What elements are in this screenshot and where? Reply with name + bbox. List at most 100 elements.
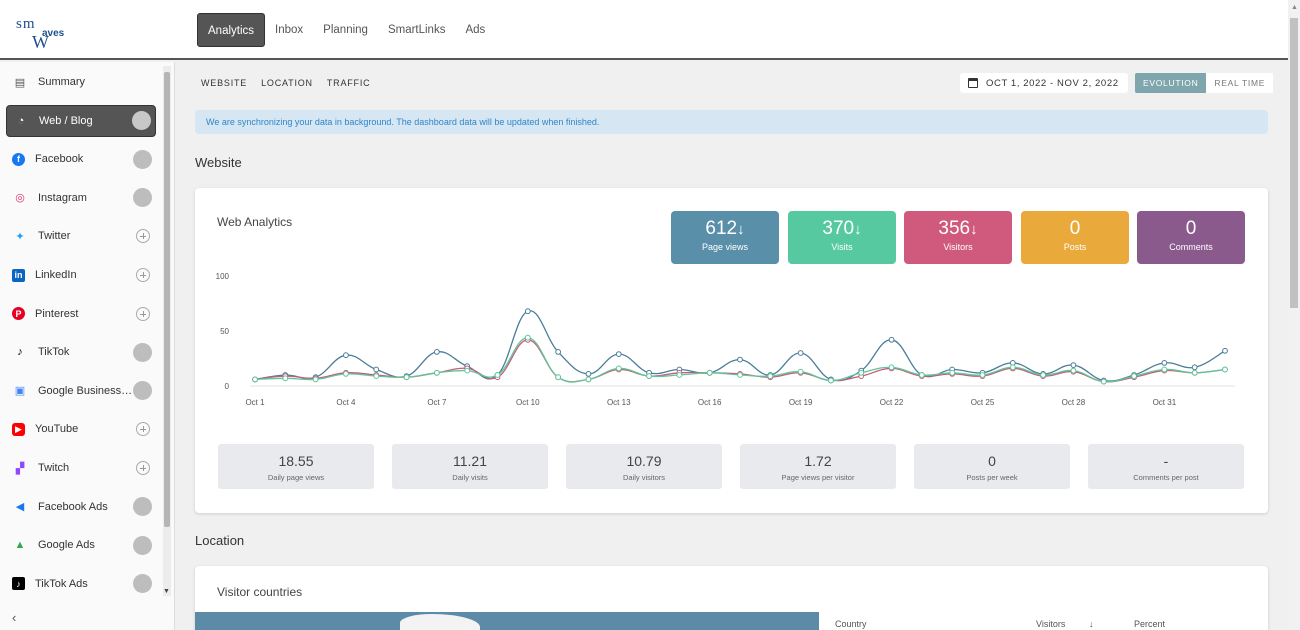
sidebar-item-facebook-ads[interactable]: ◀ Facebook Ads xyxy=(6,491,156,523)
data-point-visits[interactable] xyxy=(1222,366,1228,373)
data-point-page-views[interactable] xyxy=(343,352,349,359)
data-point-page-views[interactable] xyxy=(737,356,743,363)
data-point-visits[interactable] xyxy=(1131,373,1137,379)
sidebar-item-google-ads[interactable]: ▲ Google Ads xyxy=(6,529,156,561)
sidebar-item-youtube[interactable]: ▶ YouTube xyxy=(6,413,156,445)
subnav-website[interactable]: WEBSITE xyxy=(201,78,248,88)
data-point-visits[interactable] xyxy=(1100,378,1107,385)
status-circle-icon[interactable] xyxy=(133,497,152,517)
percent-column-header[interactable]: Percent xyxy=(1134,619,1166,629)
sort-arrow-icon[interactable]: ↓ xyxy=(1089,619,1094,629)
sidebar-scrollbar-thumb[interactable] xyxy=(164,72,170,527)
tab-analytics[interactable]: Analytics xyxy=(197,13,266,47)
data-point-visits[interactable] xyxy=(494,372,501,378)
data-point-page-views[interactable] xyxy=(797,350,804,356)
data-point-page-views[interactable] xyxy=(1161,360,1168,366)
data-point-visits[interactable] xyxy=(464,367,471,374)
data-point-visits[interactable] xyxy=(373,373,380,379)
sidebar-item-pinterest[interactable]: P Pinterest xyxy=(6,298,156,330)
sidebar-item-twitch[interactable]: ▞ Twitch xyxy=(6,452,156,484)
add-account-icon[interactable] xyxy=(136,229,150,244)
sidebar-item-twitter[interactable]: ✦ Twitter xyxy=(6,220,156,252)
data-point-visits[interactable] xyxy=(252,376,258,383)
mode-evolution-button[interactable]: EVOLUTION xyxy=(1135,73,1207,93)
data-point-visits[interactable] xyxy=(312,376,319,383)
page-scrollbar[interactable]: ▲ xyxy=(1288,0,1300,630)
status-circle-icon[interactable] xyxy=(132,111,151,131)
status-circle-icon[interactable] xyxy=(133,535,152,555)
data-point-visits[interactable] xyxy=(979,372,986,378)
sidebar-item-google-business[interactable]: ▣ Google Business… xyxy=(6,375,156,407)
collapse-sidebar-icon[interactable]: ‹ xyxy=(12,610,17,625)
status-circle-icon[interactable] xyxy=(133,188,152,208)
data-point-visits[interactable] xyxy=(828,377,834,384)
sidebar-item-tiktok[interactable]: ♪ TikTok xyxy=(6,336,156,368)
status-circle-icon[interactable] xyxy=(133,574,152,594)
status-circle-icon[interactable] xyxy=(133,342,152,362)
data-point-page-views[interactable] xyxy=(888,336,895,343)
data-point-visits[interactable] xyxy=(1070,367,1077,374)
data-point-visits[interactable] xyxy=(585,376,592,383)
tab-smartlinks[interactable]: SmartLinks xyxy=(387,24,446,36)
scroll-down-arrow-icon[interactable]: ▼ xyxy=(163,588,170,595)
data-point-visits[interactable] xyxy=(888,364,895,371)
data-point-visits[interactable] xyxy=(1161,366,1168,373)
data-point-visits[interactable] xyxy=(433,369,440,376)
scroll-up-arrow-icon[interactable]: ▲ xyxy=(1291,4,1298,11)
tab-planning[interactable]: Planning xyxy=(323,24,368,36)
data-point-page-views[interactable] xyxy=(524,308,531,315)
visitors-column-header[interactable]: Visitors xyxy=(1036,619,1066,629)
data-point-page-views[interactable] xyxy=(1070,362,1077,368)
add-account-icon[interactable] xyxy=(136,422,150,437)
sidebar-item-facebook[interactable]: f Facebook xyxy=(6,143,156,175)
kpi-visits[interactable]: 370↓ Visits xyxy=(788,211,896,264)
status-circle-icon[interactable] xyxy=(133,149,152,169)
data-point-visits[interactable] xyxy=(524,334,531,341)
kpi-page-views[interactable]: 612↓ Page views xyxy=(671,211,779,264)
data-point-visits[interactable] xyxy=(676,372,683,378)
world-map[interactable] xyxy=(195,612,819,630)
data-point-visits[interactable] xyxy=(706,369,713,376)
data-point-visits[interactable] xyxy=(858,369,865,376)
data-point-page-views[interactable] xyxy=(585,371,592,377)
add-account-icon[interactable] xyxy=(136,461,150,475)
data-point-page-views[interactable] xyxy=(1222,347,1228,354)
data-point-visits[interactable] xyxy=(615,365,622,372)
subnav-location[interactable]: LOCATION xyxy=(261,78,313,88)
data-point-page-views[interactable] xyxy=(615,351,622,357)
data-point-visits[interactable] xyxy=(949,369,956,376)
mode-real-time-button[interactable]: REAL TIME xyxy=(1206,73,1274,93)
tab-ads[interactable]: Ads xyxy=(465,24,486,36)
sidebar-item-tiktok-ads[interactable]: ♪ TikTok Ads xyxy=(6,568,156,600)
data-point-visits[interactable] xyxy=(918,372,925,378)
data-point-page-views[interactable] xyxy=(555,349,562,355)
smwaves-logo[interactable]: sm W aves xyxy=(16,16,76,52)
data-point-visits[interactable] xyxy=(797,368,804,375)
data-point-visits[interactable] xyxy=(1040,372,1047,378)
data-point-visits[interactable] xyxy=(403,374,410,381)
kpi-comments[interactable]: 0 Comments xyxy=(1137,211,1245,264)
data-point-visits[interactable] xyxy=(767,373,774,379)
status-circle-icon[interactable] xyxy=(133,381,152,401)
subnav-traffic[interactable]: TRAFFIC xyxy=(326,78,371,88)
sidebar-item-instagram[interactable]: ◎ Instagram xyxy=(6,182,156,214)
country-column-header[interactable]: Country xyxy=(835,619,867,629)
data-point-visits[interactable] xyxy=(555,374,562,381)
add-account-icon[interactable] xyxy=(136,268,150,282)
data-point-visits[interactable] xyxy=(282,375,289,382)
page-scrollbar-thumb[interactable] xyxy=(1290,18,1298,308)
add-account-icon[interactable] xyxy=(136,306,150,321)
sidebar-item-web-blog[interactable]: ◔ Web / Blog xyxy=(6,104,156,137)
data-point-visits[interactable] xyxy=(1009,364,1016,371)
sidebar-item-summary[interactable]: ▤ Summary xyxy=(6,66,156,98)
sidebar-scrollbar[interactable]: ▼ xyxy=(163,66,171,596)
sidebar-item-linkedin[interactable]: in LinkedIn xyxy=(6,259,156,291)
data-point-page-views[interactable] xyxy=(1191,364,1198,371)
kpi-visitors[interactable]: 356↓ Visitors xyxy=(904,211,1012,264)
data-point-visits[interactable] xyxy=(1191,369,1198,376)
data-point-page-views[interactable] xyxy=(433,349,440,355)
data-point-page-views[interactable] xyxy=(373,366,380,373)
data-point-visits[interactable] xyxy=(737,372,743,378)
data-point-visits[interactable] xyxy=(646,373,652,379)
data-point-visits[interactable] xyxy=(343,371,349,377)
